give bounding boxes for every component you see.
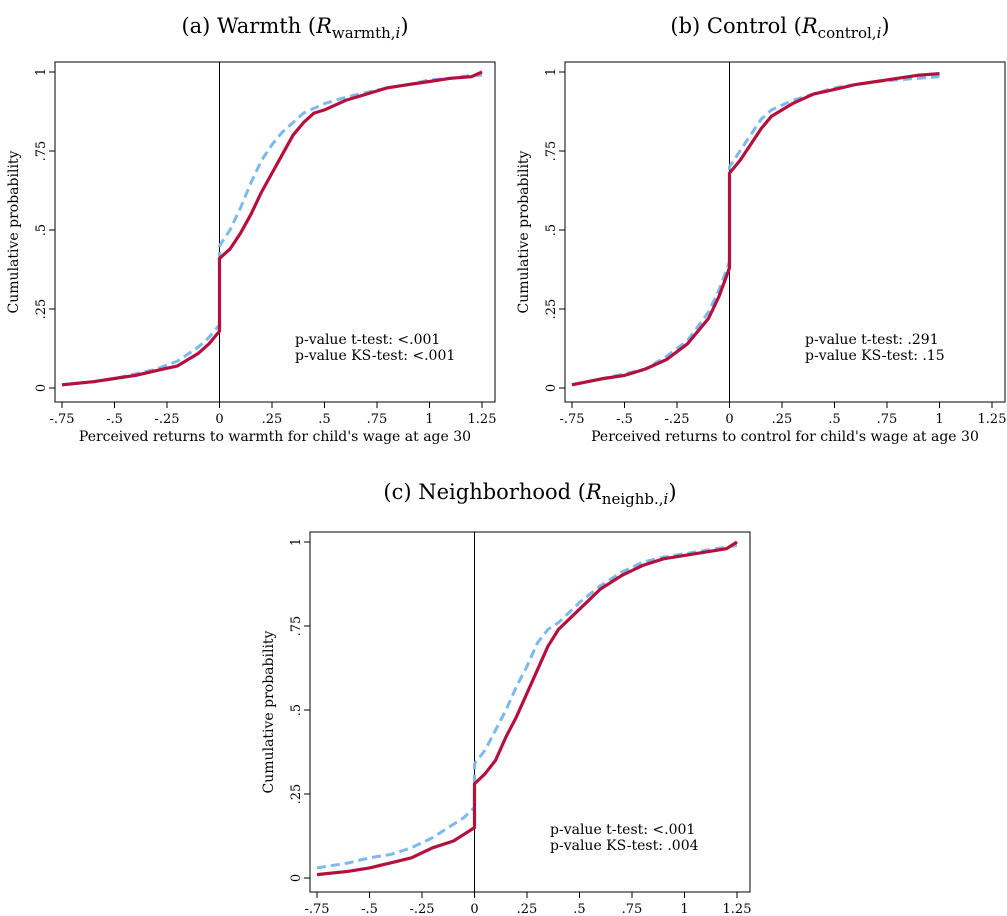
y-tick-label: 1 [34, 68, 49, 76]
y-tick-label: .25 [544, 299, 559, 320]
y-tick-label: .5 [544, 224, 559, 236]
series-line-dashed [316, 543, 738, 870]
x-tick-label: -.75 [49, 412, 74, 427]
x-tick-label: -.5 [106, 412, 123, 427]
x-tick-label: .5 [828, 412, 840, 427]
x-tick-label: .5 [318, 412, 330, 427]
x-tick-label: .25 [772, 412, 793, 427]
x-tick-label: .75 [877, 412, 898, 427]
y-tick-label: 1 [289, 538, 304, 546]
y-tick-label: .5 [34, 224, 49, 236]
y-axis-label: Cumulative probability [516, 150, 532, 313]
pvalue-annotation: p-value KS-test: .004 [550, 838, 699, 854]
y-tick-label: .5 [289, 704, 304, 716]
pvalue-annotation: p-value KS-test: <.001 [295, 348, 455, 364]
x-tick-label: 1.25 [468, 412, 497, 427]
x-tick-label: -.25 [664, 412, 689, 427]
x-tick-label: 1 [680, 902, 688, 916]
x-tick-label: 1 [935, 412, 943, 427]
x-tick-label: 1.25 [978, 412, 1007, 427]
title-subscript: warmth,i [331, 24, 401, 43]
series-line-dashed [61, 73, 482, 387]
panel-title-control: (b) Control (Rcontrol,i) [615, 14, 945, 42]
x-tick-label: .75 [622, 902, 643, 916]
x-tick-label: -.5 [616, 412, 633, 427]
y-tick-label: .75 [544, 141, 559, 162]
title-subscript: control,i [817, 24, 882, 43]
y-tick-label: .25 [34, 299, 49, 320]
x-tick-label: .25 [517, 902, 538, 916]
y-tick-label: 1 [544, 68, 559, 76]
x-tick-label: .5 [573, 902, 585, 916]
series-line-solid [571, 72, 940, 387]
pvalue-annotation: p-value t-test: .291 [805, 332, 939, 348]
y-tick-label: .75 [34, 141, 49, 162]
chart-neighborhood: -.75-.5-.250.25.5.7511.250.25.5.751Perce… [261, 531, 751, 916]
panel-title-warmth: (a) Warmth (Rwarmth,i) [135, 14, 455, 42]
x-tick-label: -.75 [304, 902, 329, 916]
series-line-solid [61, 70, 483, 387]
title-suffix: ) [400, 14, 409, 38]
title-prefix: (b) Control ( [670, 14, 802, 38]
y-tick-label: 0 [289, 874, 304, 882]
y-tick-label: 0 [34, 384, 49, 392]
title-symbol: R [585, 480, 602, 504]
pvalue-annotation: p-value t-test: <.001 [295, 332, 440, 348]
y-axis-label: Cumulative probability [6, 150, 22, 313]
x-tick-label: 1.25 [723, 902, 752, 916]
x-axis-label: Perceived returns to control for child's… [591, 429, 979, 445]
x-tick-label: .75 [367, 412, 388, 427]
y-axis-label: Cumulative probability [261, 630, 277, 793]
y-tick-label: 0 [544, 384, 559, 392]
chart-control: -.75 -.5 -.25 0 .25 .5 .75 1 1.25 0 .25 .5 .75 1 Perce… [516, 61, 1006, 445]
x-tick-label: -.5 [361, 902, 378, 916]
title-suffix: ) [881, 14, 890, 38]
pvalue-annotation: p-value t-test: <.001 [550, 822, 695, 838]
pvalue-annotation: p-value KS-test: .15 [805, 348, 945, 364]
chart-warmth: -.75 -.5 -.25 0 .25 .5 .75 1 1.25 0 .25 .5 .75 1 Perce… [6, 61, 496, 445]
plot-frame [54, 61, 496, 403]
title-prefix: (a) Warmth ( [181, 14, 317, 38]
title-symbol: R [801, 14, 818, 38]
x-tick-label: .25 [262, 412, 283, 427]
x-tick-label: 1 [425, 412, 433, 427]
y-tick-label: .25 [289, 784, 304, 805]
panel-title-neighborhood: (c) Neighborhood (Rneighb.,i) [345, 480, 715, 508]
x-tick-label: 0 [725, 412, 733, 427]
x-tick-label: -.25 [154, 412, 179, 427]
x-tick-label: -.75 [559, 412, 584, 427]
x-tick-label: -.25 [409, 902, 434, 916]
title-subscript: neighb.,i [601, 490, 669, 509]
plot-frame [564, 61, 1006, 403]
x-tick-label: 0 [215, 412, 223, 427]
plot-frame [309, 531, 751, 893]
title-prefix: (c) Neighborhood ( [383, 480, 586, 504]
x-axis-label: Perceived returns to warmth for child's … [79, 429, 471, 445]
x-tick-label: 0 [470, 902, 478, 916]
series-line-solid [316, 540, 738, 877]
y-tick-label: .75 [289, 616, 304, 637]
title-suffix: ) [668, 480, 677, 504]
title-symbol: R [316, 14, 332, 38]
